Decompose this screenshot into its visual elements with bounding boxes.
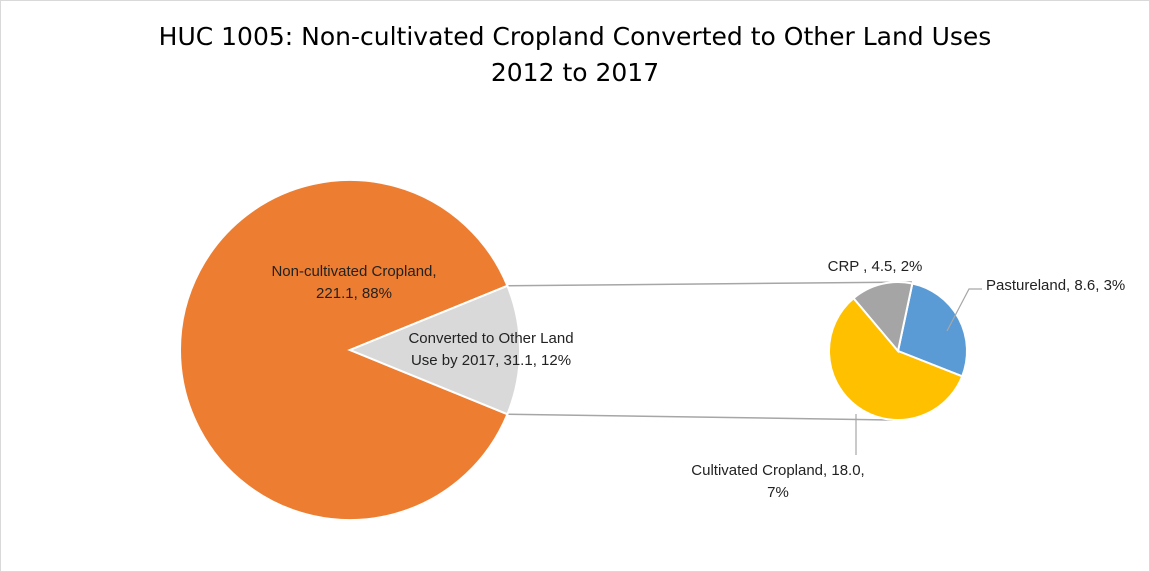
label-non-cultivated-cropland: Non-cultivated Cropland, 221.1, 88%	[271, 263, 436, 302]
slice-non-cultivated-cropland	[179, 179, 509, 521]
leader-line-pastureland	[946, 288, 982, 332]
leader-lines	[855, 288, 982, 455]
slice-converted-to-other-land-use-by-2017	[347, 284, 521, 416]
label-crp: CRP , 4.5, 2%	[828, 258, 923, 275]
connector-line-bottom	[507, 413, 894, 421]
slice-crp	[852, 281, 914, 354]
label-pastureland: Pastureland, 8.6, 3%	[986, 277, 1125, 294]
connector-line-top	[507, 281, 913, 287]
label-converted-to-other-land-use: Converted to Other Land Use by 2017, 31.1…	[408, 330, 573, 369]
chart-subtitle: 2012 to 2017	[490, 58, 660, 87]
slice-cultivated-cropland	[828, 296, 964, 421]
chart-title: HUC 1005: Non-cultivated Cropland Conver…	[158, 22, 992, 51]
data-labels: Non-cultivated Cropland, 221.1, 88% Conver…	[271, 258, 1125, 501]
secondary-pie	[828, 281, 968, 421]
connector-lines	[507, 281, 913, 421]
main-pie	[179, 179, 521, 521]
slice-pastureland	[896, 282, 968, 378]
label-cultivated-cropland: Cultivated Cropland, 18.0, 7%	[691, 462, 864, 501]
